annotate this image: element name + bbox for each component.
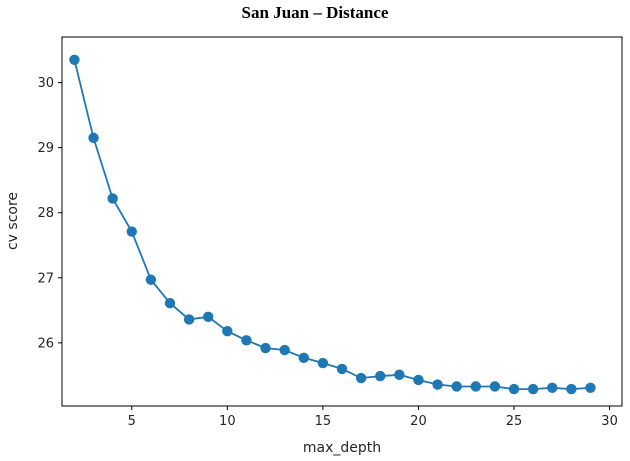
- y-tick-label: 26: [37, 336, 54, 351]
- data-point: [69, 54, 80, 65]
- series-line: [73, 59, 591, 391]
- data-point: [88, 132, 99, 144]
- data-point: [355, 372, 367, 384]
- plot-frame: [61, 36, 623, 407]
- x-tick-label: 30: [601, 414, 618, 429]
- x-tick-label: 25: [506, 414, 523, 429]
- data-point: [260, 342, 271, 354]
- y-axis-label: cv score: [5, 192, 21, 250]
- data-point: [489, 381, 501, 392]
- series-points: [69, 54, 596, 395]
- data-point: [317, 357, 329, 369]
- data-point: [336, 363, 348, 375]
- data-point: [508, 383, 520, 395]
- data-point: [183, 314, 195, 325]
- data-point: [241, 335, 252, 346]
- data-point: [585, 382, 596, 393]
- y-tick-label: 30: [37, 76, 54, 91]
- data-point: [164, 297, 176, 309]
- data-point: [451, 381, 462, 392]
- x-axis: 5 10 15 20 25 30: [128, 406, 618, 429]
- y-tick-label: 29: [37, 141, 54, 156]
- x-tick-label: 10: [219, 414, 236, 429]
- chart-title: San Juan – Distance: [241, 3, 389, 22]
- data-point: [413, 374, 424, 386]
- data-point: [126, 226, 137, 237]
- x-tick-label: 5: [128, 414, 136, 429]
- data-point: [279, 344, 290, 356]
- data-point: [394, 369, 405, 380]
- y-tick-label: 28: [37, 206, 54, 221]
- data-point: [203, 311, 214, 323]
- data-point: [298, 352, 309, 364]
- data-point: [222, 325, 233, 337]
- data-point: [432, 379, 443, 390]
- data-point: [375, 370, 386, 382]
- data-point: [107, 193, 118, 204]
- data-point: [527, 383, 539, 395]
- data-point: [547, 382, 558, 393]
- x-tick-label: 20: [410, 414, 427, 429]
- x-tick-label: 15: [315, 414, 332, 429]
- data-point: [145, 274, 157, 285]
- x-axis-label: max_depth: [303, 440, 381, 456]
- data-point: [566, 383, 577, 395]
- y-tick-label: 27: [37, 271, 54, 286]
- y-axis: 26 27 28 29 30: [37, 76, 62, 351]
- data-point: [470, 381, 481, 392]
